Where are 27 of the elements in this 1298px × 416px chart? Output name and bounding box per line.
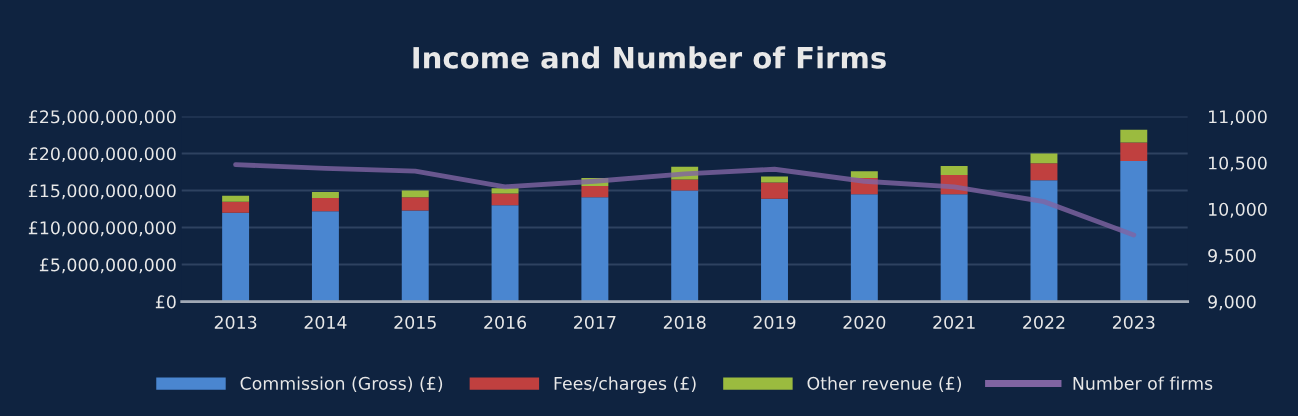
x-tick-label: 2015 [394, 315, 436, 329]
legend-label: Number of firms [1073, 376, 1213, 390]
y-tick-label: £20,000,000,000 [28, 147, 176, 163]
y-tick-label: £10,000,000,000 [28, 221, 176, 237]
x-tick-label: 2023 [1112, 315, 1155, 329]
legend-label: Other revenue (£) [807, 376, 962, 392]
x-tick-label: 2022 [1023, 315, 1065, 329]
y2-tick-label: 11,000 [1209, 110, 1267, 126]
x-tick-label: 2019 [753, 315, 796, 329]
x-tick-label: 2017 [574, 315, 616, 329]
y-tick-label: £25,000,000,000 [28, 110, 176, 126]
y-tick-label: £0 [155, 295, 176, 309]
y2-tick-label: 9,500 [1208, 249, 1256, 264]
legend-label: Commission (Gross) (£) [240, 376, 443, 392]
y-tick-label: £5,000,000,000 [39, 258, 176, 274]
x-tick-label: 2014 [304, 315, 347, 329]
chart-title: Income and Number of Firms [413, 46, 886, 69]
x-tick-label: 2018 [663, 315, 706, 329]
x-tick-label: 2016 [484, 315, 527, 329]
x-tick-label: 2021 [933, 315, 975, 329]
y-tick-label: £15,000,000,000 [28, 184, 176, 200]
x-tick-label: 2020 [843, 315, 886, 329]
x-tick-label: 2013 [214, 315, 257, 329]
legend-label: Fees/charges (£) [554, 376, 696, 394]
y2-tick-label: 10,500 [1209, 156, 1267, 172]
y2-tick-label: 10,000 [1209, 202, 1267, 218]
y2-tick-label: 9,000 [1208, 295, 1256, 311]
